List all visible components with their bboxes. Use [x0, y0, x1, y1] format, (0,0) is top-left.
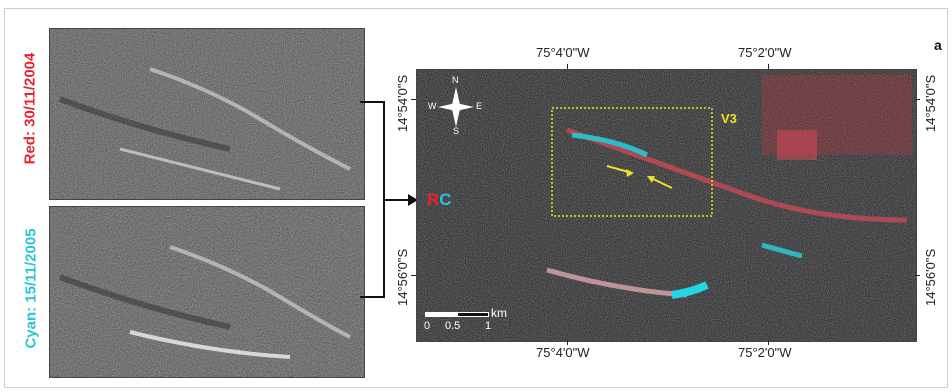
scale-bar: km 0 0.5 1 [424, 306, 515, 336]
bottom-longitude-1: 75°4'0"W [536, 345, 590, 360]
compass-w: W [428, 101, 437, 111]
compass-n: N [452, 75, 459, 85]
rc-label: RC [427, 190, 452, 210]
figure-frame [4, 8, 948, 388]
scale-tick-0-5: 0.5 [445, 320, 461, 332]
inset-label: V3 [721, 111, 737, 126]
sar-image-2005 [49, 206, 365, 378]
scale-bar-black [457, 312, 489, 317]
tick-top-2 [768, 64, 769, 69]
compass-icon [438, 87, 474, 127]
tick-top-1 [567, 64, 568, 69]
cyan-date-label: Cyan: 15/11/2005 [22, 228, 40, 349]
tick-right-2 [915, 275, 920, 276]
scale-tick-1: 1 [485, 320, 492, 332]
red-date-label: Red: 30/11/2004 [21, 52, 39, 165]
tick-right-1 [915, 99, 920, 100]
rc-label-c: C [439, 190, 452, 209]
compass-s: S [453, 126, 460, 136]
left-latitude-2: 14°56'0"S [395, 248, 410, 306]
tick-bottom-2 [768, 340, 769, 345]
top-longitude-1: 75°4'0"W [536, 45, 590, 60]
scale-tick-0: 0 [424, 320, 431, 332]
tick-left-2 [411, 275, 416, 276]
right-latitude-2: 14°56'0"S [923, 248, 938, 306]
rgb-composite-image: RC V3 N S W E km 0 0.5 1 [416, 69, 917, 342]
bottom-longitude-2: 75°2'0"W [738, 345, 792, 360]
north-arrow: N S W E [428, 75, 483, 136]
bracket-arrow [360, 101, 418, 298]
tick-bottom-1 [567, 340, 568, 345]
scale-bar-white [425, 312, 457, 317]
left-latitude-1: 14°54'0"S [395, 74, 410, 132]
top-longitude-2: 75°2'0"W [738, 45, 792, 60]
rc-label-r: R [427, 190, 440, 209]
tick-left-1 [411, 99, 416, 100]
right-latitude-1: 14°54'0"S [923, 74, 938, 132]
compass-e: E [476, 101, 483, 111]
panel-letter: a [934, 37, 942, 53]
scale-unit: km [491, 306, 507, 320]
sar-image-2004 [49, 28, 365, 200]
